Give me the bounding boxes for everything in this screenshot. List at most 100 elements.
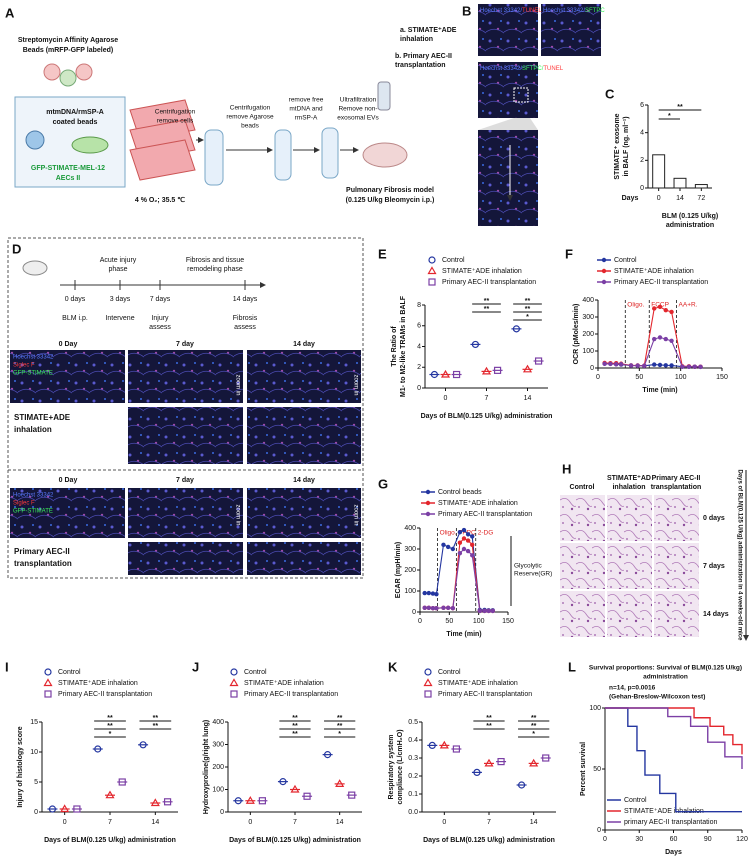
x-tick-label: 90: [704, 836, 712, 843]
column-label: Control: [570, 484, 595, 491]
legend-marker: [428, 278, 436, 286]
stain-label: Hoechst 33342/SFTPC: [543, 8, 605, 14]
caption: Beads (mRFP-GFP labeled): [23, 47, 114, 54]
stats-label: (Gehan-Breslow-Wilcoxon test): [609, 694, 705, 701]
x-tick-label: 14: [151, 819, 159, 826]
event-label: Intervene: [105, 315, 134, 322]
sig-label: **: [531, 723, 537, 730]
micrograph: [541, 4, 601, 56]
point: [422, 605, 427, 610]
panel-letter: D: [12, 241, 21, 256]
survival-curve: [605, 707, 743, 769]
y-tick-label: 300: [212, 741, 224, 748]
panel-a-art: [14, 63, 408, 188]
legend-marker: [601, 279, 607, 285]
point: [465, 538, 471, 543]
sig-label: *: [526, 314, 529, 321]
legend-label: STIMATE⁺ADE inhalation: [442, 268, 522, 275]
point: [461, 546, 467, 552]
panel-d-art: [7, 237, 364, 579]
micrograph: [478, 4, 538, 56]
y-tick-label: 100: [404, 588, 416, 595]
point: [430, 606, 436, 611]
micrograph: [247, 350, 361, 403]
route-label: a. STIMATE⁺ADE: [400, 27, 457, 34]
point: [470, 534, 475, 539]
event-label: AA+R.: [679, 302, 698, 309]
y-tick-label: 4: [640, 130, 644, 137]
y-axis-title: STIMATE⁺ exosome: [614, 113, 621, 179]
phase-label: phase: [108, 266, 127, 273]
stats-label: n=14, p=0.0016: [609, 685, 656, 692]
column-label: inhalation: [612, 484, 645, 491]
panel-d-frame: [7, 237, 364, 579]
stain-label: Hoechst 33342/TUNEL: [480, 8, 542, 14]
point: [692, 364, 697, 369]
micrograph: [10, 350, 125, 403]
legend-marker: [425, 500, 431, 506]
x-tick-label: 120: [736, 836, 748, 843]
micrograph: [128, 407, 243, 464]
bar: [652, 154, 666, 189]
point: [652, 306, 657, 311]
sig-label: *: [532, 731, 535, 738]
group-label: Primary AEC-II: [14, 547, 70, 556]
y-tick-label: 300: [404, 546, 416, 553]
stain-part: TUNEL: [543, 66, 563, 72]
x-axis-title: Time (min): [446, 631, 481, 638]
caption: (0.125 U/kg Bleomycin i.p.): [346, 197, 435, 204]
stain-label: Siglec F: [13, 501, 35, 507]
y-tick-label: 4: [417, 343, 421, 350]
legend-label: STIMATE⁺ADE inhalation: [614, 268, 694, 275]
event-label: Oligo.: [440, 530, 457, 537]
legend-marker: [230, 690, 238, 698]
x-tick-label: 0: [596, 374, 600, 381]
point: [669, 309, 674, 315]
point: [686, 364, 692, 369]
micrograph: [128, 542, 243, 575]
caption: 4 % O₂; 35.5 ℃: [135, 196, 185, 204]
column-label: 14 day: [293, 341, 315, 348]
x-axis-title: administration: [666, 222, 714, 229]
point: [457, 530, 463, 535]
x-axis-title: Days of BLM(0.125 U/kg) administration: [421, 413, 553, 420]
step-label: Centrifugation: [155, 109, 196, 116]
legend-label: Control: [624, 797, 647, 804]
event-label: Injury: [151, 315, 169, 322]
y-axis-title: M1- to M2-like TRAMs in BALF: [400, 295, 407, 397]
bead: [75, 63, 93, 81]
zoom-connector: [478, 118, 538, 130]
y-tick-label: 200: [582, 331, 594, 338]
y-tick-label: 0: [34, 809, 38, 816]
stain-part: TUNEL: [522, 8, 542, 14]
sig-label: **: [292, 731, 298, 738]
caption: Streptomycin Affinity Agarose: [18, 37, 118, 44]
point: [445, 605, 451, 610]
stain-label: Siglec F: [13, 363, 35, 369]
legend-label: Primary AEC-II transplantation: [58, 691, 152, 698]
legend-label: STIMATE⁺ADE inhalation: [58, 680, 138, 687]
x-tick-label: 0: [444, 395, 448, 402]
histology: [560, 591, 605, 637]
phase-label: Fibrosis and tissue: [186, 257, 244, 264]
panel-letter: L: [568, 659, 576, 674]
panel-letter: C: [605, 86, 615, 101]
zoom-box: [513, 87, 529, 103]
legend-marker: [427, 266, 437, 275]
legend-marker: [424, 690, 432, 698]
y-tick-label: 0.5: [408, 719, 418, 726]
route-label: transplantation: [395, 62, 446, 69]
histology: [607, 543, 652, 589]
histology: [560, 495, 605, 541]
bar: [673, 177, 687, 189]
x-tick-label: 0: [657, 195, 661, 202]
panel-letter: K: [388, 659, 398, 674]
y-axis-title: OCR (pMoles/min): [573, 304, 580, 365]
y-tick-label: 400: [582, 297, 594, 304]
cell: [71, 136, 109, 154]
caption: coated beads: [53, 119, 98, 126]
point: [457, 540, 463, 545]
legend-marker: [43, 678, 53, 687]
point: [635, 363, 640, 368]
route-label: b. Primary AEC-II: [395, 53, 452, 60]
